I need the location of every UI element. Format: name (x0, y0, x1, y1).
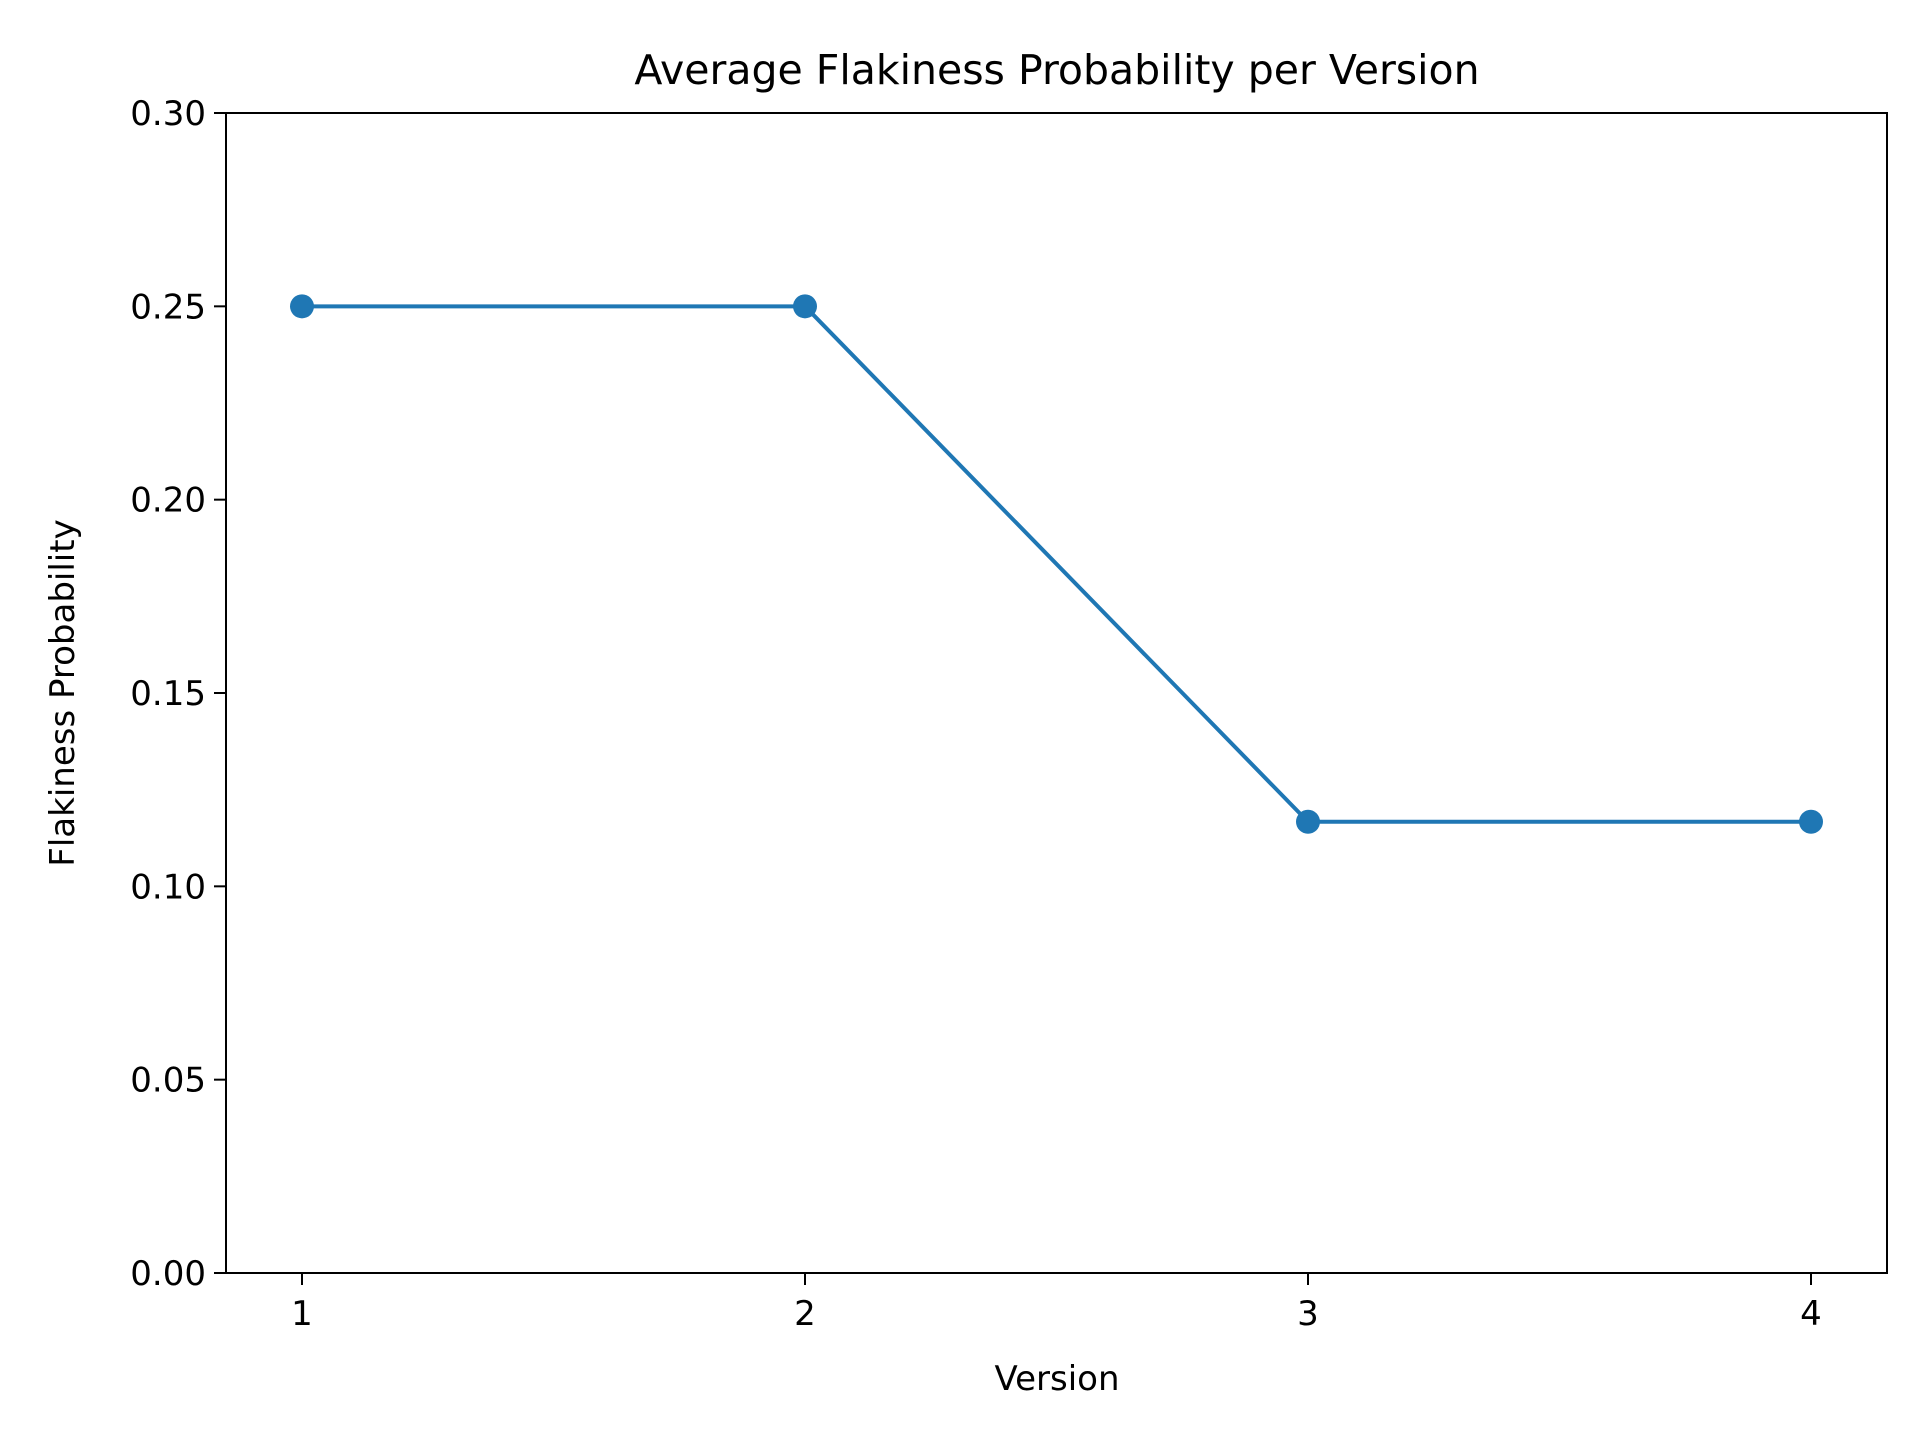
x-tick-label: 3 (1297, 1294, 1319, 1334)
x-tick-label: 2 (794, 1294, 816, 1334)
data-point (1799, 809, 1823, 834)
y-tick-label: 0.20 (130, 481, 206, 521)
data-point (290, 294, 314, 319)
y-axis-ticks: 0.00 0.05 0.10 0.15 0.20 0.25 0.30 (130, 94, 226, 1294)
x-tick-label: 1 (291, 1294, 313, 1334)
y-tick-label: 0.15 (130, 674, 206, 714)
x-axis-ticks: 1 2 3 4 (291, 1273, 1822, 1334)
y-tick-label: 0.05 (130, 1061, 206, 1101)
chart-title: Average Flakiness Probability per Versio… (634, 46, 1479, 94)
series-line (300, 304, 1813, 824)
x-tick-label: 4 (1800, 1294, 1822, 1334)
y-tick-label: 0.00 (130, 1254, 206, 1294)
y-tick-label: 0.30 (130, 94, 206, 134)
data-point (1296, 809, 1320, 834)
y-tick-label: 0.10 (130, 867, 206, 907)
plot-area-frame (225, 112, 1888, 1274)
data-point (793, 294, 817, 319)
x-axis-label: Version (994, 1359, 1119, 1399)
y-axis-label: Flakiness Probability (43, 519, 83, 866)
series-layer (290, 294, 1823, 834)
y-tick-label: 0.25 (130, 287, 206, 327)
